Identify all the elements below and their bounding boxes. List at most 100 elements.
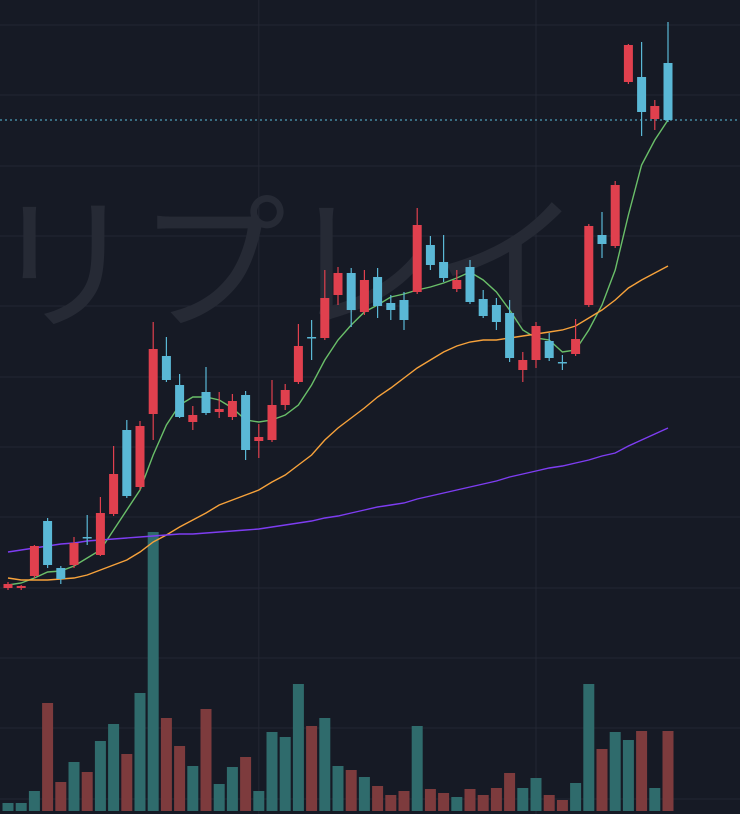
candle-body	[122, 430, 132, 496]
candle-body	[280, 390, 290, 405]
candle-body	[188, 415, 198, 422]
candle-body	[452, 280, 462, 289]
candle-body	[16, 586, 26, 588]
volume-bar	[556, 800, 568, 811]
candle-body	[478, 299, 488, 316]
candle-body	[663, 63, 673, 120]
candle-body	[109, 474, 119, 514]
volume-bar	[372, 786, 384, 811]
candle-body	[637, 77, 647, 112]
candle-body	[531, 326, 541, 360]
candle-body	[610, 185, 620, 246]
volume-bar	[200, 709, 212, 811]
volume-bar	[596, 749, 608, 811]
candle-body	[373, 277, 383, 306]
watermark: リプレイ	[0, 181, 582, 353]
volume-bar	[134, 693, 146, 811]
candle-body	[241, 395, 251, 450]
volume-bar	[81, 772, 93, 811]
volume-bar	[451, 797, 463, 811]
volume-bar	[2, 803, 14, 811]
volume-bar	[385, 795, 397, 811]
candle-body	[386, 303, 396, 310]
volume-bar	[266, 732, 278, 811]
volume-bar	[240, 757, 252, 811]
volume-bar	[160, 718, 172, 811]
candle-body	[557, 362, 567, 364]
candle-body	[214, 409, 224, 412]
candle-body	[399, 300, 409, 320]
volume-bar	[517, 788, 529, 811]
candle-body	[307, 337, 317, 339]
volume-bar	[345, 770, 357, 811]
volume-bar	[226, 767, 238, 811]
candle-body	[650, 106, 660, 119]
candle-body	[95, 513, 105, 555]
moving-average	[7, 119, 669, 586]
moving-average	[7, 427, 669, 553]
volume-bar	[306, 726, 318, 811]
volume-bar	[424, 789, 436, 811]
candle-body	[412, 225, 422, 292]
ma-layer	[0, 119, 740, 586]
volume-bar	[477, 795, 489, 811]
candle-body	[544, 341, 554, 358]
candle-body	[584, 226, 594, 305]
candle-body	[56, 568, 66, 579]
volume-bar	[187, 766, 199, 811]
volume-bar	[438, 793, 450, 811]
volume-bar	[319, 718, 331, 811]
volume-bar	[28, 791, 40, 811]
volume-layer	[2, 532, 674, 811]
candle-body	[43, 521, 53, 565]
volume-bar	[543, 795, 555, 811]
candle-body	[491, 305, 501, 322]
volume-bar	[213, 784, 225, 811]
volume-bar	[121, 754, 133, 811]
candle-body	[227, 401, 237, 417]
candle-body	[293, 346, 303, 382]
candle-body	[148, 349, 158, 414]
candle-body	[518, 360, 528, 370]
volume-bar	[332, 766, 344, 811]
candle-body	[254, 437, 264, 441]
candle-body	[82, 537, 92, 539]
volume-bar	[622, 740, 634, 811]
volume-bar	[490, 788, 502, 811]
volume-bar	[108, 724, 120, 811]
volume-bar	[174, 746, 186, 811]
volume-bar	[42, 703, 54, 811]
volume-bar	[609, 732, 621, 811]
candle-body	[505, 313, 515, 358]
candle-body	[175, 385, 185, 417]
volume-bar	[649, 788, 661, 811]
volume-bar	[411, 726, 423, 811]
moving-average	[7, 265, 669, 581]
candle-body	[597, 235, 607, 244]
candle-body	[201, 392, 211, 413]
volume-bar	[292, 684, 304, 811]
candle-body	[135, 426, 145, 487]
volume-bar	[398, 791, 410, 811]
candle-body	[29, 546, 39, 576]
candle-body	[333, 273, 343, 295]
volume-bar	[530, 778, 542, 811]
candle-body	[571, 339, 581, 354]
candle-body	[623, 45, 633, 82]
candle-body	[425, 245, 435, 265]
volume-bar	[94, 741, 106, 811]
volume-bar	[15, 803, 27, 811]
volume-bar	[662, 731, 674, 811]
candle-body	[439, 262, 449, 278]
volume-bar	[279, 737, 291, 811]
candle-layer	[3, 22, 673, 590]
candle-body	[3, 584, 13, 588]
volume-bar	[636, 731, 648, 811]
candle-body	[69, 543, 79, 565]
volume-bar	[68, 762, 80, 811]
volume-bar	[464, 789, 476, 811]
volume-bar	[583, 684, 595, 811]
volume-bar	[570, 783, 582, 811]
